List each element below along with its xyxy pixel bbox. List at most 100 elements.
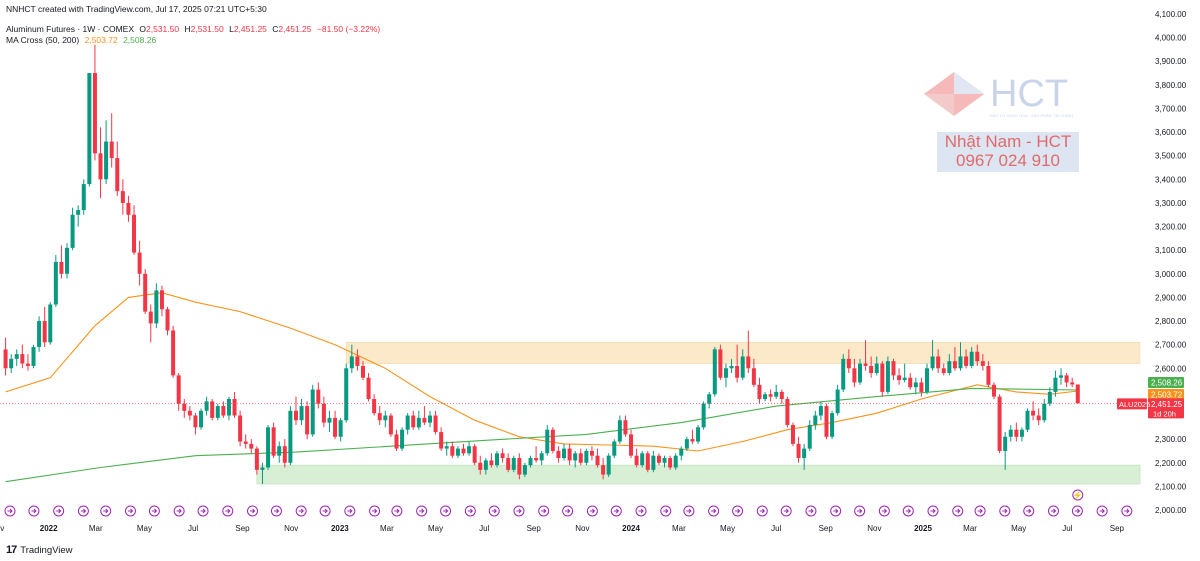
candle-body — [701, 403, 706, 428]
x-tick-label: Mar — [380, 524, 394, 533]
candle — [908, 373, 913, 390]
event-marker-icon[interactable] — [391, 505, 403, 517]
candle — [238, 410, 243, 447]
candle — [411, 410, 416, 430]
event-marker-icon[interactable] — [77, 505, 89, 517]
symbol-legend-row: Aluminum Futures · 1W · COMEX O2,531.50 … — [6, 24, 380, 35]
candle — [913, 377, 918, 395]
event-marker-icon[interactable] — [562, 505, 574, 517]
x-tick-label: ov — [0, 524, 4, 533]
event-marker-icon[interactable] — [440, 505, 452, 517]
candle-body — [159, 290, 164, 310]
candle — [400, 427, 405, 451]
event-marker-icon[interactable] — [1047, 505, 1059, 517]
ma200-price-label-bg — [1148, 376, 1184, 388]
candle — [154, 283, 159, 329]
event-marker-icon[interactable] — [660, 505, 672, 517]
event-marker-icon[interactable] — [1121, 505, 1133, 517]
candle — [98, 127, 103, 199]
event-marker-icon[interactable] — [952, 505, 964, 517]
event-marker-icon[interactable] — [488, 505, 500, 517]
event-marker-icon[interactable] — [756, 505, 768, 517]
event-marker-icon[interactable] — [197, 505, 209, 517]
symbol-label[interactable]: Aluminum Futures · 1W · COMEX — [6, 24, 134, 34]
event-marker-icon[interactable] — [586, 505, 598, 517]
event-marker-icon[interactable] — [416, 505, 428, 517]
event-marker-icon[interactable] — [464, 505, 476, 517]
candle — [941, 363, 946, 376]
event-marker-icon[interactable] — [1096, 505, 1108, 517]
y-tick-label: 4,100.00 — [1155, 10, 1187, 19]
event-marker-icon[interactable] — [100, 505, 112, 517]
event-marker-icon[interactable] — [635, 505, 647, 517]
candle-body — [1070, 382, 1075, 385]
event-marker-icon[interactable] — [148, 505, 160, 517]
last-price-label-text: 2,451.25 — [1151, 400, 1183, 409]
event-marker-icon[interactable] — [927, 505, 939, 517]
candle — [947, 354, 952, 376]
event-marker-icon[interactable] — [4, 505, 16, 517]
event-marker-icon[interactable] — [974, 505, 986, 517]
candle — [924, 363, 929, 395]
candle-body — [70, 214, 75, 248]
candle-body — [444, 446, 449, 449]
candle-body — [42, 321, 47, 343]
event-marker-arrow — [565, 508, 571, 514]
candle — [444, 441, 449, 456]
candle-body — [310, 389, 315, 435]
candle — [467, 441, 472, 456]
candle-body — [707, 394, 712, 404]
event-marker-icon[interactable] — [222, 505, 234, 517]
candle-body — [383, 415, 388, 421]
event-marker-icon[interactable] — [902, 505, 914, 517]
event-marker-icon[interactable] — [805, 505, 817, 517]
event-marker-icon[interactable] — [830, 505, 842, 517]
event-marker-icon[interactable] — [708, 505, 720, 517]
dividend-event-icon[interactable]: ⚡ — [1072, 489, 1084, 501]
candle — [869, 356, 874, 378]
event-marker-icon[interactable] — [369, 505, 381, 517]
candle — [1070, 377, 1075, 388]
event-marker-icon[interactable] — [1071, 505, 1083, 517]
candle — [210, 398, 215, 421]
tradingview-footer[interactable]: 17 TradingView — [6, 544, 73, 556]
event-marker-icon[interactable] — [610, 505, 622, 517]
candle-body — [852, 368, 857, 383]
event-marker-icon[interactable] — [247, 505, 259, 517]
event-marker-icon[interactable] — [854, 505, 866, 517]
close-label: C — [272, 24, 279, 34]
candle-body — [841, 358, 846, 390]
event-marker-icon[interactable] — [513, 505, 525, 517]
event-marker-icon[interactable] — [124, 505, 136, 517]
event-marker-icon[interactable] — [683, 505, 695, 517]
candle — [439, 427, 444, 451]
candle-body — [790, 424, 795, 444]
event-marker-icon[interactable] — [295, 505, 307, 517]
event-marker-icon[interactable] — [319, 505, 331, 517]
candle-body — [1053, 377, 1058, 392]
event-marker-arrow — [7, 508, 13, 514]
ticker-label-bg — [1117, 398, 1147, 410]
indicator-label[interactable]: MA Cross (50, 200) — [6, 35, 80, 45]
event-marker-icon[interactable] — [28, 505, 40, 517]
candle — [673, 453, 678, 470]
event-marker-icon[interactable] — [270, 505, 282, 517]
event-marker-icon[interactable] — [878, 505, 890, 517]
dividend-event-circle — [1072, 489, 1084, 501]
event-marker-icon[interactable] — [173, 505, 185, 517]
candle-body — [606, 455, 611, 475]
candle-body — [802, 448, 807, 459]
event-marker-icon[interactable] — [780, 505, 792, 517]
candle-body — [154, 290, 159, 324]
candle-body — [779, 391, 784, 399]
event-marker-icon[interactable] — [344, 505, 356, 517]
event-marker-icon[interactable] — [53, 505, 65, 517]
event-marker-icon[interactable] — [1023, 505, 1035, 517]
candle — [651, 450, 656, 473]
event-marker-icon[interactable] — [732, 505, 744, 517]
tradingview-logo-icon: 17 — [6, 544, 17, 556]
event-marker-icon[interactable] — [999, 505, 1011, 517]
candle-body — [126, 202, 131, 215]
event-marker-icon[interactable] — [538, 505, 550, 517]
